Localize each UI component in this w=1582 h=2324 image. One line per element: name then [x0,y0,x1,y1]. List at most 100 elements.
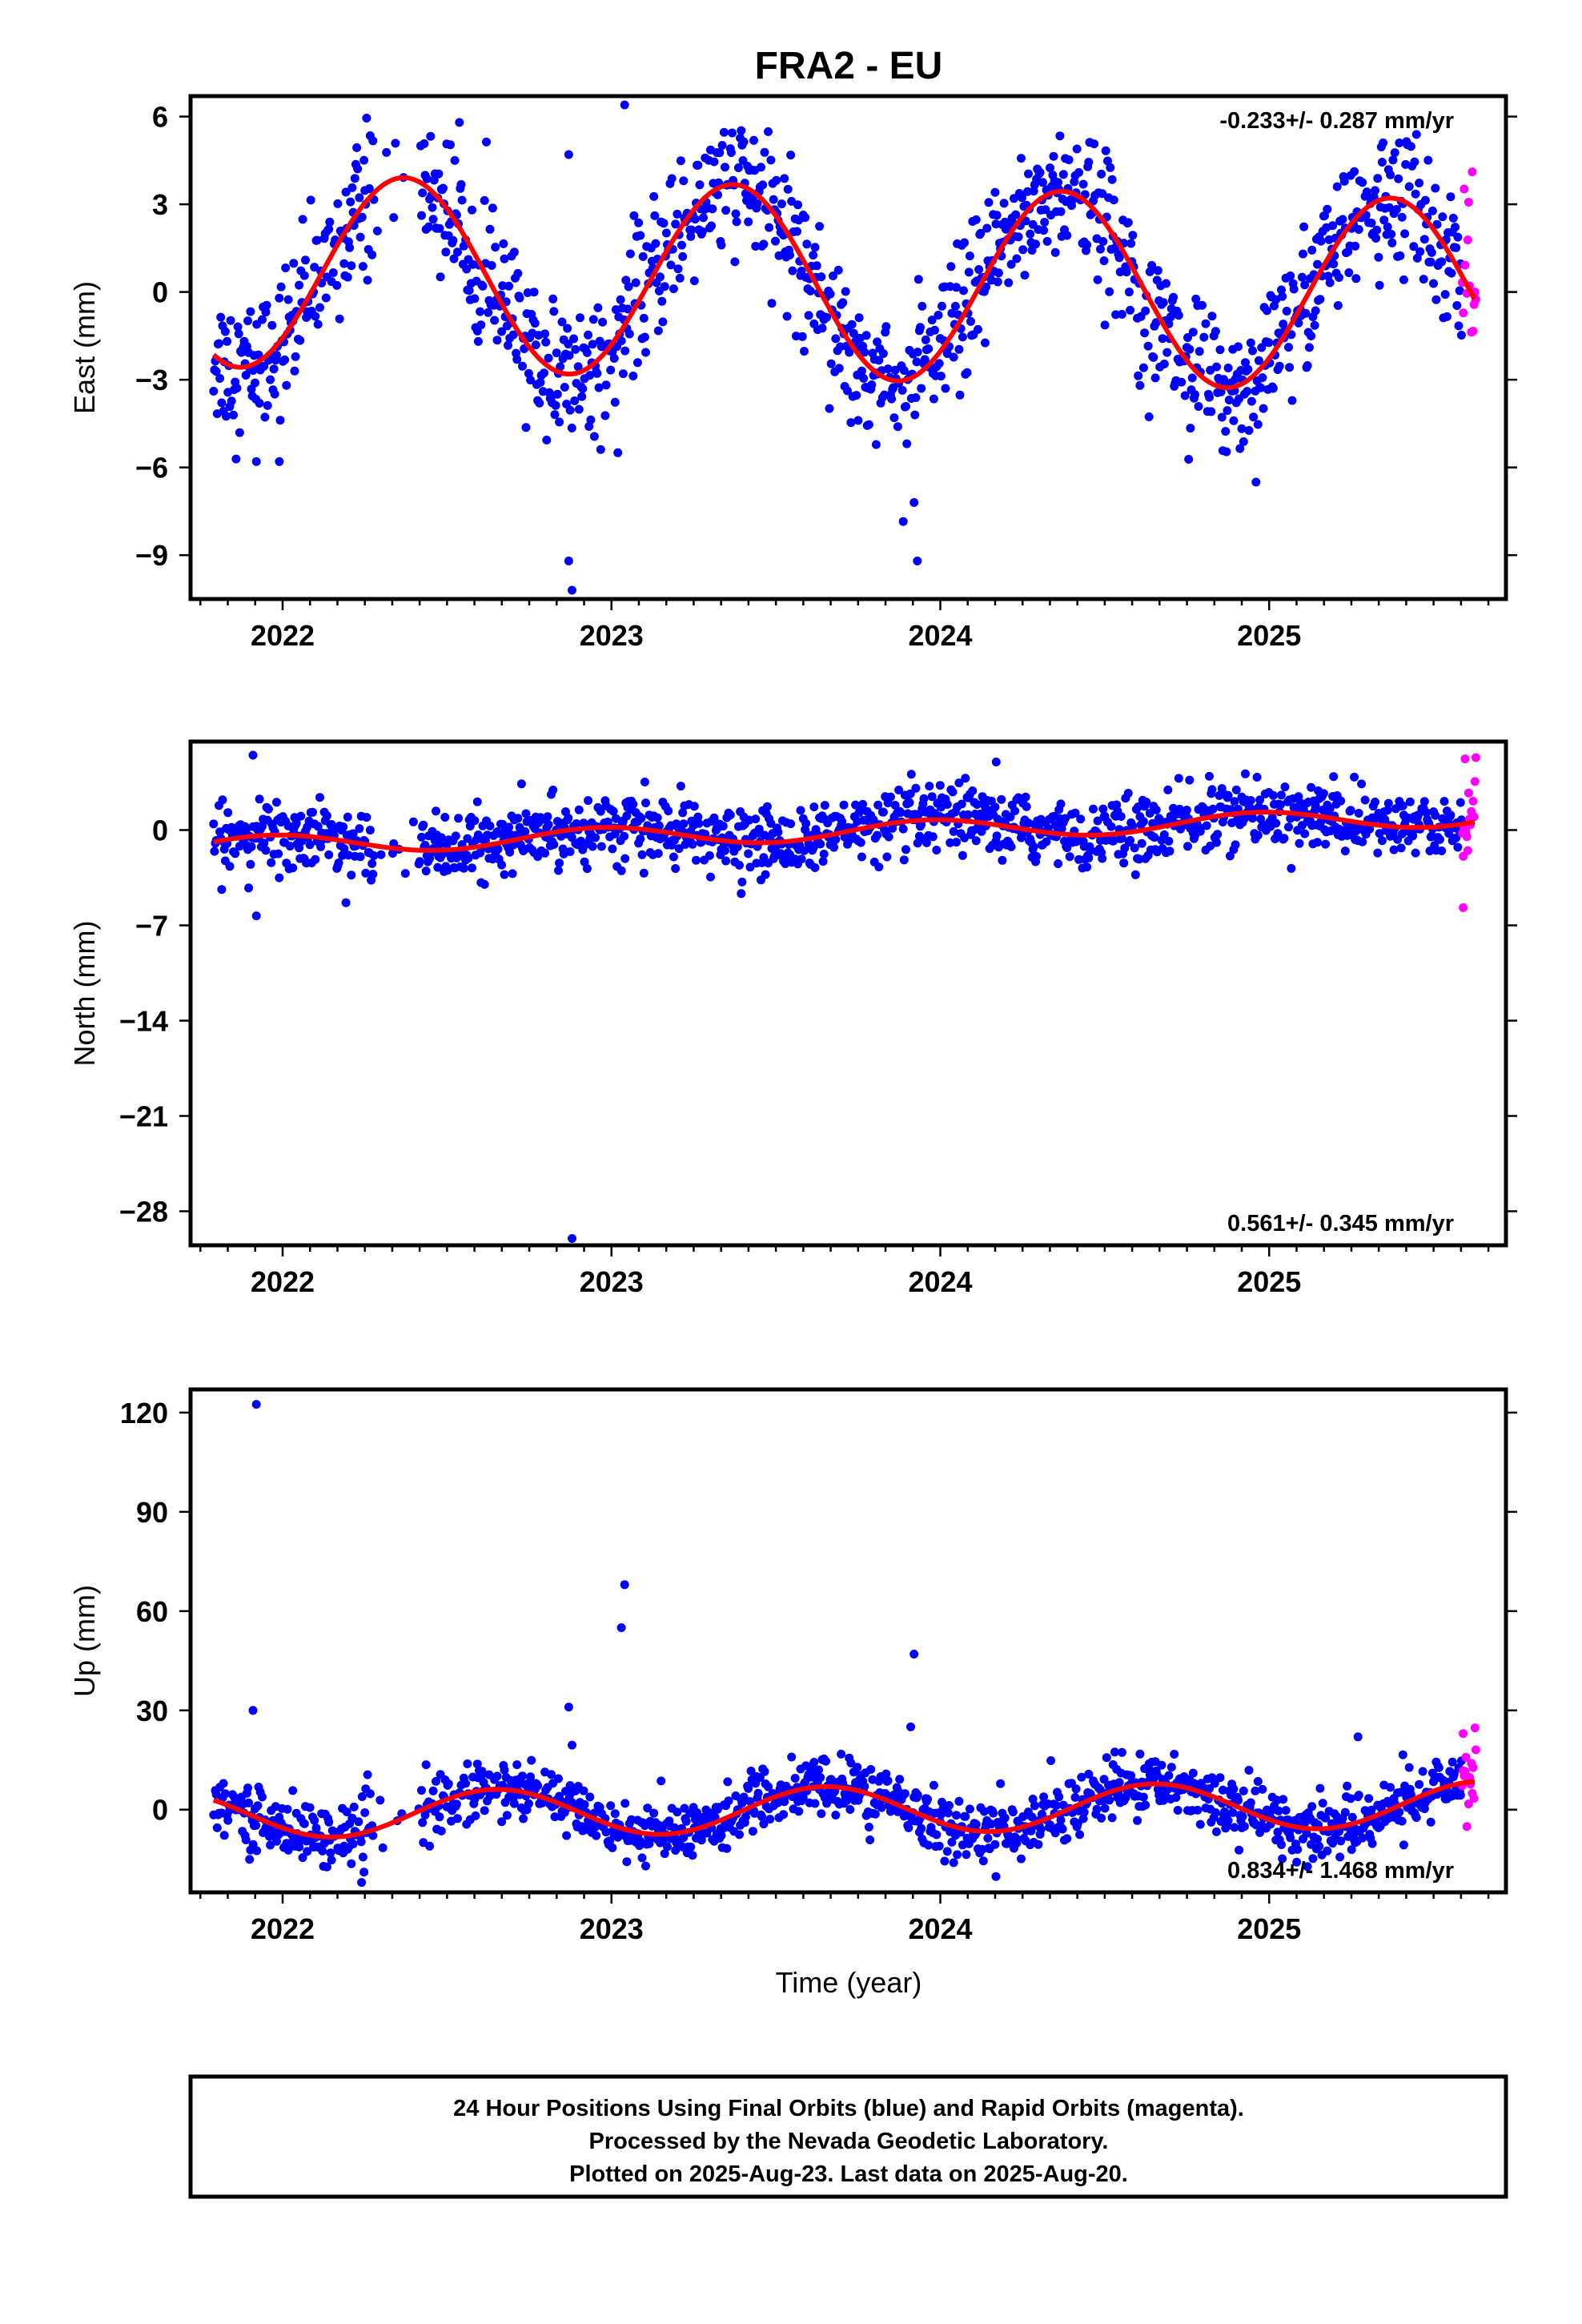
final-orbit-point [1098,237,1108,246]
final-orbit-point [285,842,295,851]
final-orbit-point [1397,212,1407,222]
final-orbit-point [435,839,444,849]
final-orbit-point [1012,254,1022,263]
final-orbit-point [1075,1830,1085,1839]
final-orbit-point [359,155,369,165]
final-orbit-point [766,155,776,165]
final-orbit-point [345,243,355,252]
final-orbit-point [246,307,255,316]
final-orbit-point [375,1795,385,1805]
final-orbit-point [628,799,638,809]
final-orbit-point [1249,412,1259,422]
final-orbit-point [674,844,684,854]
final-orbit-point [1092,1804,1102,1814]
final-orbit-point [1386,1783,1395,1792]
final-orbit-point [1253,1777,1263,1786]
final-orbit-point [552,389,562,399]
final-orbit-point [354,1817,363,1827]
final-orbit-point [1171,1793,1181,1802]
final-orbit-point [1408,831,1418,841]
north-rate-label: 0.561+/- 0.345 mm/yr [1227,1211,1454,1236]
final-orbit-point [834,364,844,373]
final-orbit-point [262,300,271,310]
final-orbit-point [1415,179,1424,187]
final-orbit-point [290,366,299,376]
final-orbit-point [769,195,778,204]
final-orbit-point [1437,846,1447,855]
final-orbit-point [829,271,837,280]
final-orbit-point [1426,1817,1435,1827]
final-orbit-point [1387,238,1397,247]
final-orbit-point [1215,345,1225,355]
final-orbit-point [632,358,642,368]
final-orbit-point [440,813,450,822]
final-orbit-point [1165,846,1174,856]
final-orbit-point [241,1835,251,1844]
final-orbit-point [958,332,967,342]
final-orbit-point [313,320,323,329]
final-orbit-point [537,1798,547,1807]
final-orbit-point [1026,1826,1036,1835]
final-orbit-point [464,286,474,296]
final-orbit-point [793,227,801,236]
final-orbit-point [731,209,741,219]
final-orbit-point [497,1817,507,1827]
final-orbit-point [636,814,646,823]
y-tick-label: 90 [136,1496,168,1529]
final-orbit-point [1404,1763,1414,1772]
final-orbit-point [1246,338,1255,348]
final-orbit-point [554,866,563,875]
final-orbit-point [229,410,238,420]
final-orbit-point [564,814,573,822]
final-orbit-point [899,855,909,865]
final-orbit-point [1153,266,1162,275]
final-orbit-point [358,1852,367,1862]
final-orbit-point [1263,306,1271,316]
final-orbit-point [1223,406,1232,416]
final-orbit-point [426,131,436,141]
final-orbit-point [267,320,277,330]
final-orbit-point [524,1799,533,1808]
final-orbit-point [243,1783,252,1793]
final-orbit-point [594,383,604,392]
final-orbit-point [843,386,852,396]
final-orbit-point [1177,377,1186,387]
final-orbit-point [733,842,742,851]
final-orbit-point [1284,343,1293,352]
final-orbit-point [982,223,992,233]
final-orbit-point [990,1839,1000,1849]
final-orbit-point [1244,426,1254,435]
final-orbit-point [883,1776,893,1786]
final-orbit-point [929,1780,938,1790]
y-tick-label: −3 [135,364,168,396]
final-orbit-point [1098,854,1107,863]
final-orbit-point [1343,1781,1352,1791]
final-orbit-point [499,239,508,248]
final-orbit-point [241,371,251,380]
final-orbit-point [260,412,270,422]
final-orbit-point [1021,792,1030,802]
final-orbit-point [244,1798,254,1807]
final-orbit-point [994,268,1003,278]
final-orbit-point [549,307,559,316]
east-panel: 2022 2023 2024 2025 6 3 0 −3 −6 −9 East (mm) -0.233… [68,94,1517,652]
final-orbit-point [669,852,678,862]
final-orbit-point [1351,241,1360,251]
final-orbit-point [315,303,324,312]
final-orbit-point [965,1804,974,1814]
footer-line-3: Plotted on 2025-Aug-23. Last data on 202… [569,2161,1128,2187]
final-orbit-point [1049,151,1058,161]
final-orbit-point [310,263,319,272]
final-orbit-point [355,852,365,862]
final-orbit-point [616,295,625,304]
final-orbit-point [556,362,565,372]
final-orbit-point [966,316,975,326]
final-orbit-point [1282,307,1291,316]
final-orbit-point [925,782,934,791]
final-orbit-point [906,770,916,779]
y-tick-label: −28 [119,1196,168,1228]
final-orbit-point [276,282,286,292]
footer-box: 24 Hour Positions Using Final Orbits (bl… [188,2074,1508,2199]
final-orbit-point [1199,332,1209,342]
final-orbit-point [693,160,703,170]
